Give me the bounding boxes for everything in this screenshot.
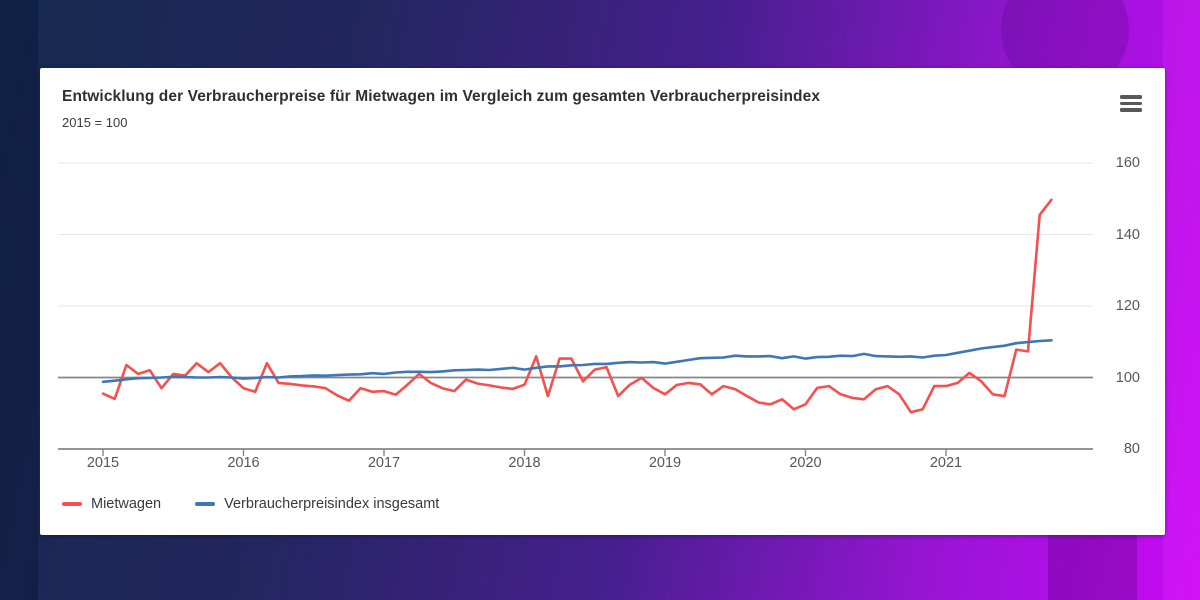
y-axis-tick-label: 100 <box>1115 369 1140 386</box>
legend-label: Verbraucherpreisindex insgesamt <box>224 496 440 512</box>
x-axis-tick-label: 2018 <box>508 455 541 471</box>
y-axis-tick-label: 140 <box>1115 226 1140 243</box>
x-axis-tick-label: 2021 <box>929 455 963 471</box>
chart-subtitle: 2015 = 100 <box>62 115 128 130</box>
x-axis-tick-label: 2015 <box>86 455 120 471</box>
menu-bar <box>1120 101 1142 106</box>
line-chart-svg <box>58 162 1093 456</box>
x-axis-tick-label: 2016 <box>227 455 260 471</box>
plot-area <box>58 155 1093 465</box>
legend-label: Mietwagen <box>91 496 162 512</box>
x-axis-tick-label: 2019 <box>648 455 682 471</box>
x-axis-tick-label: 2020 <box>789 455 822 471</box>
legend-item-vpi[interactable]: Verbraucherpreisindex insgesamt <box>195 496 439 512</box>
legend-item-mietwagen[interactable]: Mietwagen <box>62 496 161 512</box>
y-axis-tick-label: 120 <box>1115 298 1140 314</box>
chart-card: Entwicklung der Verbraucherpreise für Mi… <box>40 68 1165 535</box>
background-right-strip <box>1163 0 1200 600</box>
chart-title: Entwicklung der Verbraucherpreise für Mi… <box>62 88 821 105</box>
menu-bar <box>1120 95 1142 99</box>
x-axis-tick-label: 2017 <box>367 455 401 471</box>
y-axis-tick-label: 80 <box>1123 441 1140 457</box>
hamburger-menu-icon[interactable] <box>1120 95 1142 112</box>
menu-bar <box>1120 108 1142 112</box>
y-axis-tick-label: 160 <box>1115 155 1140 171</box>
background-bottom-bar <box>1048 535 1137 600</box>
mietwagen-series-swatch <box>62 502 82 506</box>
chart-legend: Mietwagen Verbraucherpreisindex insgesam… <box>62 496 439 512</box>
vpi-series-swatch <box>195 502 216 506</box>
background-left-strip <box>0 0 38 600</box>
